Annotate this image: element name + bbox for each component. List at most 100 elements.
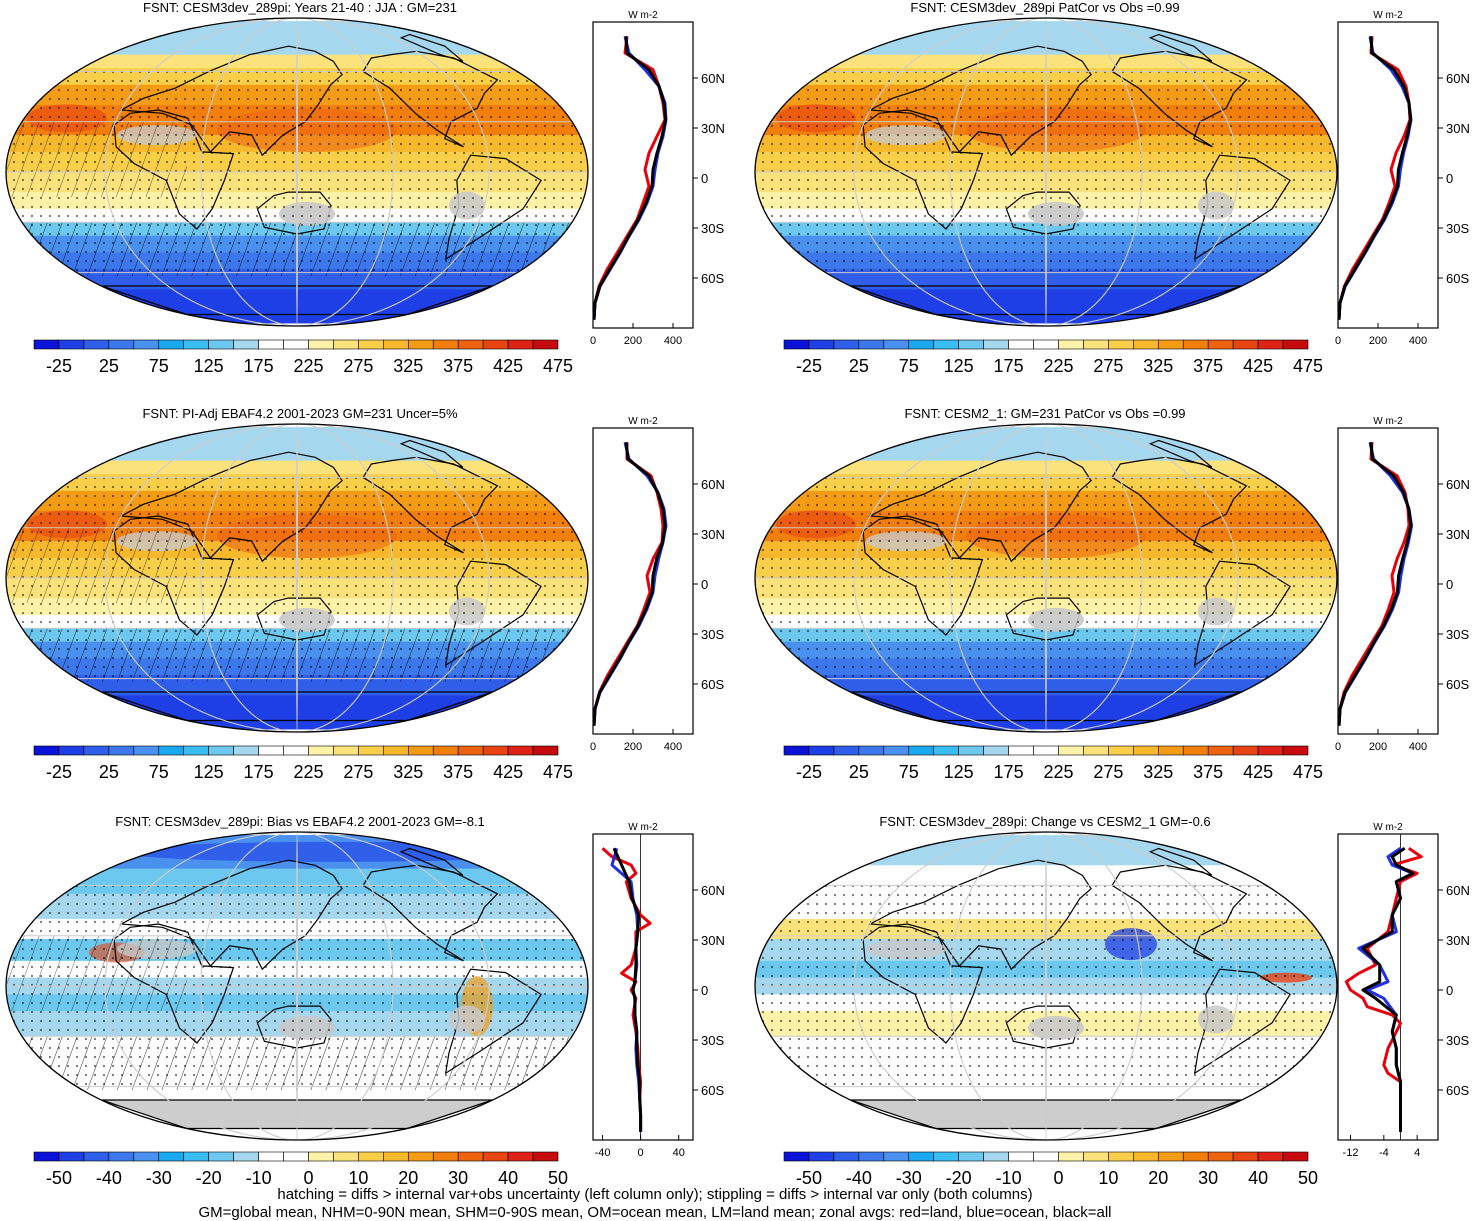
- zonal-value-tick-label: 200: [1369, 741, 1387, 753]
- map-panel-5: [5, 831, 589, 1141]
- zonal-lat-tick-label: 30N: [701, 121, 725, 136]
- zonal-lat-tick-label: 30N: [1446, 121, 1470, 136]
- coastline: [399, 439, 464, 468]
- colorbar-box: [108, 339, 135, 350]
- colorbar-box: [133, 339, 160, 350]
- colorbar-box: [1133, 1151, 1159, 1162]
- colorbar-box: [383, 745, 409, 756]
- colorbar-box: [507, 745, 534, 756]
- zonal-lat-tick-label: 0: [1446, 171, 1453, 186]
- colorbar-box: [858, 1151, 885, 1162]
- colorbar-box: [482, 339, 509, 350]
- colorbar-tick-label: 125: [194, 762, 224, 782]
- panel-title-2: FSNT: CESM3dev_289pi PatCor vs Obs =0.99: [910, 0, 1180, 15]
- colorbar-box: [833, 339, 860, 350]
- colorbar-box: [432, 1151, 459, 1162]
- map-panel-4: [754, 423, 1338, 733]
- colorbar-box: [1008, 745, 1034, 756]
- colorbar-tick-label: -25: [796, 762, 822, 782]
- zonal-avg-panel-6: W m-2 60N 30N 0 30S 60S -12 -4 4: [1337, 822, 1470, 1159]
- map-panel-3: [5, 423, 589, 733]
- zonal-value-tick-label: 0: [590, 335, 596, 347]
- colorbar-box: [233, 745, 259, 756]
- zonal-line-all: [1337, 36, 1413, 320]
- colorbar-tick-label: -50: [796, 1168, 822, 1188]
- colorbar-box: [183, 1151, 209, 1162]
- zonal-lat-tick-label: 60S: [1446, 677, 1469, 692]
- zonal-value-tick-label: 40: [673, 1147, 685, 1159]
- zonal-lat-tick-label: 30S: [701, 627, 724, 642]
- zonal-line-land: [1337, 36, 1412, 320]
- colorbar-box: [983, 745, 1009, 756]
- colorbar-tick-label: -40: [846, 1168, 872, 1188]
- colorbar-tick-label: 10: [348, 1168, 368, 1188]
- colorbar-tick-label: 275: [1093, 762, 1123, 782]
- colorbar-tick-label: 325: [1143, 762, 1173, 782]
- colorbar-tick-label: 20: [398, 1168, 418, 1188]
- colorbar-box: [482, 1151, 509, 1162]
- colorbar-6: -50 -40 -30 -20 -10 0 10 20 30 40 50: [783, 1151, 1318, 1188]
- colorbar-box: [1083, 745, 1109, 756]
- colorbar-box: [1207, 745, 1234, 756]
- colorbar-tick-label: 475: [543, 356, 573, 376]
- zonal-value-tick-label: 4: [1414, 1147, 1420, 1159]
- colorbar-box: [233, 339, 259, 350]
- footer-note-means: GM=global mean, NHM=0-90N mean, SHM=0-90…: [198, 1204, 1112, 1221]
- colorbar-tick-label: -25: [46, 356, 72, 376]
- zonal-line-all: [612, 847, 643, 1132]
- colorbar-box: [183, 339, 209, 350]
- panel-title-3: FSNT: PI-Adj EBAF4.2 2001-2023 GM=231 Un…: [142, 406, 458, 421]
- colorbar-box: [432, 745, 459, 756]
- zonal-value-tick-label: 0: [1335, 335, 1341, 347]
- colorbar-box: [407, 1151, 434, 1162]
- colorbar-box: [1033, 339, 1059, 350]
- colorbar-box: [507, 1151, 534, 1162]
- colorbar-box: [1157, 339, 1184, 350]
- colorbar-tick-label: 175: [994, 356, 1024, 376]
- colorbar-tick-label: 225: [1043, 356, 1073, 376]
- colorbar-tick-label: 325: [1143, 356, 1173, 376]
- zonal-lat-tick-label: 30N: [1446, 933, 1470, 948]
- zonal-lat-tick-label: 30N: [1446, 527, 1470, 542]
- colorbar-box: [407, 745, 434, 756]
- colorbar-box: [1182, 339, 1209, 350]
- colorbar-box: [958, 745, 984, 756]
- colorbar-tick-label: -30: [896, 1168, 922, 1188]
- zonal-avg-panel-1: W m-2 60N 30N 0 30S 60S 0 200 400: [590, 10, 725, 347]
- colorbar-box: [482, 745, 509, 756]
- colorbar-box: [1232, 1151, 1259, 1162]
- colorbar-box: [1033, 745, 1059, 756]
- colorbar-tick-label: 10: [1098, 1168, 1118, 1188]
- colorbar-box: [1207, 1151, 1234, 1162]
- coastline: [399, 847, 464, 876]
- colorbar-box: [532, 1151, 559, 1162]
- colorbar-tick-label: 325: [393, 762, 423, 782]
- colorbar-box: [808, 745, 835, 756]
- colorbar-tick-label: 425: [493, 762, 523, 782]
- colorbar-box: [407, 339, 434, 350]
- colorbar-box: [333, 1151, 359, 1162]
- colorbar-box: [1232, 339, 1259, 350]
- colorbar-box: [833, 1151, 860, 1162]
- colorbar-box: [1058, 745, 1084, 756]
- colorbar-box: [233, 1151, 259, 1162]
- colorbar-box: [958, 1151, 984, 1162]
- zonal-value-tick-label: 200: [1369, 335, 1387, 347]
- colorbar-box: [783, 745, 810, 756]
- zonal-value-tick-label: 400: [664, 741, 682, 753]
- zonal-line-all: [592, 36, 668, 320]
- colorbar-box: [383, 1151, 409, 1162]
- zonal-lat-tick-label: 60N: [701, 883, 725, 898]
- colorbar-box: [1008, 1151, 1034, 1162]
- colorbar-box: [933, 339, 959, 350]
- zonal-value-tick-label: -12: [1343, 1147, 1359, 1159]
- zonal-unit-label: W m-2: [628, 10, 658, 21]
- colorbar-tick-label: -30: [146, 1168, 172, 1188]
- colorbar-box: [383, 339, 409, 350]
- colorbar-box: [208, 339, 234, 350]
- zonal-value-tick-label: 400: [664, 335, 682, 347]
- colorbar-tick-label: 175: [244, 356, 274, 376]
- colorbar-box: [133, 1151, 160, 1162]
- colorbar-tick-label: 125: [944, 762, 974, 782]
- colorbar-box: [833, 745, 860, 756]
